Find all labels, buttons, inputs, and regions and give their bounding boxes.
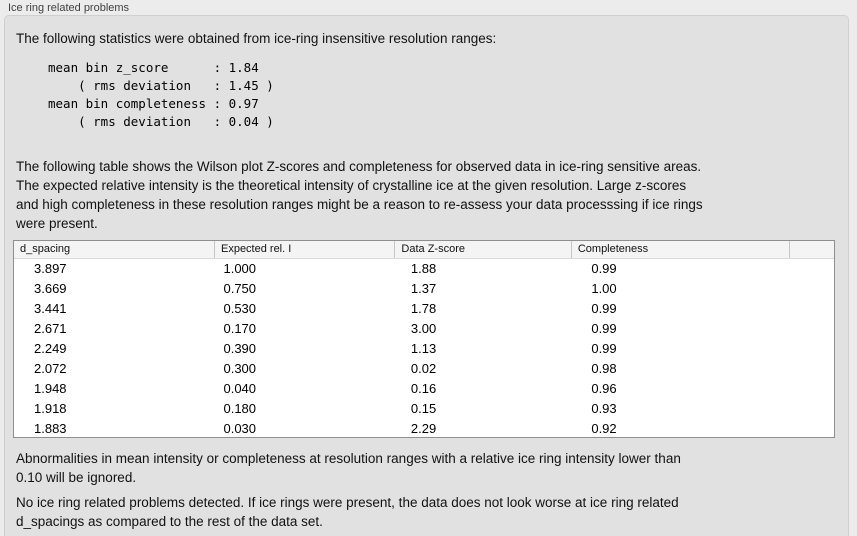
table-cell: 1.88: [410, 260, 437, 276]
table-cell-empty: [790, 298, 834, 318]
table-cell: 2.249: [34, 340, 67, 356]
table-cell: 0.92: [591, 420, 617, 436]
table-cell: 0.530: [223, 300, 257, 316]
table-row[interactable]: 1.883 0.030 2.29 0.92: [14, 418, 834, 438]
table-cell-empty: [790, 318, 834, 338]
table-cell: 3.441: [34, 300, 67, 316]
column-header-data-z-score[interactable]: Data Z-score: [394, 241, 572, 259]
table-cell: 0.99: [591, 300, 617, 316]
table-intro-text: The following table shows the Wilson plo…: [16, 159, 703, 231]
column-header-blank[interactable]: [789, 241, 834, 259]
table-cell: 1.78: [410, 300, 437, 316]
table-cell: 1.13: [410, 340, 437, 356]
table-row[interactable]: 2.072 0.300 0.02 0.98: [14, 358, 834, 378]
table-cell-empty: [790, 338, 834, 358]
table-cell: 0.300: [223, 360, 257, 376]
ice-ring-table-frame: d_spacing Expected rel. I Data Z-score Comp…: [13, 240, 835, 438]
table-cell: 3.00: [410, 320, 437, 336]
table-row[interactable]: 3.669 0.750 1.37 1.00: [14, 278, 834, 298]
column-header-completeness[interactable]: Completeness: [570, 241, 790, 259]
table-cell: 0.16: [410, 380, 437, 396]
conclusion-text: No ice ring related problems detected. I…: [16, 495, 679, 529]
table-header: d_spacing Expected rel. I Data Z-score Comp…: [14, 241, 834, 259]
table-cell: 0.93: [591, 400, 617, 416]
table-cell: 2.671: [34, 320, 67, 336]
table-cell: 0.390: [223, 340, 257, 356]
table-cell-empty: [790, 278, 834, 298]
table-cell: 0.99: [591, 260, 617, 276]
table-cell: 0.170: [223, 320, 257, 336]
table-cell-empty: [790, 258, 834, 278]
table-header-row: d_spacing Expected rel. I Data Z-score Comp…: [14, 241, 834, 259]
table-cell: 3.669: [34, 280, 67, 296]
table-cell: 0.98: [591, 360, 617, 376]
table-cell-empty: [790, 418, 834, 438]
column-header-d-spacing[interactable]: d_spacing: [14, 241, 215, 259]
table-cell-empty: [790, 378, 834, 398]
table-cell: 2.29: [410, 420, 437, 436]
table-cell: 1.37: [410, 280, 437, 296]
table-cell: 1.000: [223, 260, 257, 276]
table-row[interactable]: 3.897 1.000 1.88 0.99: [14, 258, 834, 278]
table-row[interactable]: 3.441 0.530 1.78 0.99: [14, 298, 834, 318]
table-cell: 0.02: [410, 360, 437, 376]
stats-block: mean bin z_score : 1.84 ( rms deviation …: [48, 60, 274, 129]
table-row[interactable]: 1.918 0.180 0.15 0.93: [14, 398, 834, 418]
table-cell: 2.072: [34, 360, 67, 376]
table-cell: 3.897: [34, 260, 67, 276]
table-row[interactable]: 2.671 0.170 3.00 0.99: [14, 318, 834, 338]
ice-ring-table: d_spacing Expected rel. I Data Z-score Comp…: [14, 241, 834, 438]
table-cell: 1.948: [34, 380, 67, 396]
table-cell: 0.180: [223, 400, 257, 416]
table-cell: 0.030: [223, 420, 257, 436]
table-cell: 0.99: [591, 320, 617, 336]
table-body: 3.897 1.000 1.88 0.99 3.669 0.750 1.37 1.00 3.44…: [14, 258, 834, 438]
table-row[interactable]: 2.249 0.390 1.13 0.99: [14, 338, 834, 358]
table-cell-empty: [790, 398, 834, 418]
table-cell: 0.96: [591, 380, 617, 396]
table-cell: 0.040: [223, 380, 257, 396]
intro-text: The following statistics were obtained f…: [16, 31, 497, 46]
note-text: Abnormalities in mean intensity or compl…: [16, 451, 681, 485]
table-cell: 0.750: [223, 280, 257, 296]
table-cell: 0.99: [591, 340, 617, 356]
table-cell: 1.883: [34, 420, 67, 436]
table-cell-empty: [790, 358, 834, 378]
table-cell: 1.00: [591, 280, 617, 296]
column-header-expected-rel-i[interactable]: Expected rel. I: [213, 241, 395, 259]
table-cell: 1.918: [34, 400, 67, 416]
table-cell: 0.15: [410, 400, 437, 416]
table-row[interactable]: 1.948 0.040 0.16 0.96: [14, 378, 834, 398]
groupbox-title: Ice ring related problems: [8, 2, 130, 14]
